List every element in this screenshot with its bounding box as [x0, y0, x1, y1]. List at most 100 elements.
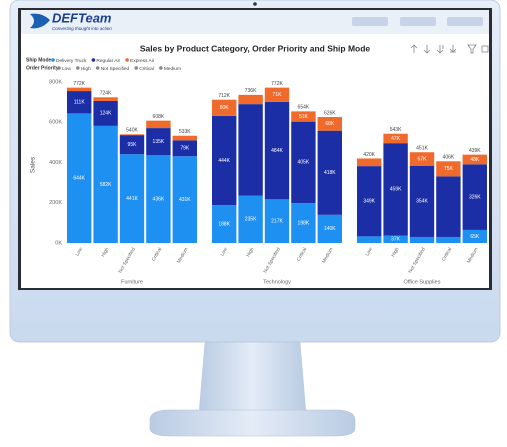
bar-total-label: 543K	[390, 127, 402, 133]
bar-value-label: 37K	[391, 237, 401, 243]
bar-segment	[238, 195, 263, 243]
chart-title: Sales by Product Category, Order Priorit…	[140, 43, 371, 53]
bar-total-label: 712K	[218, 93, 230, 99]
legend-marker	[91, 58, 96, 62]
y-axis-label: Sales	[30, 156, 37, 173]
bar-value-label: 484K	[271, 148, 283, 154]
bar-segment	[291, 121, 316, 204]
bar-segment	[462, 154, 487, 165]
priority-legend-label: Low	[62, 66, 71, 72]
bar-segment	[93, 97, 118, 101]
bar-segment	[146, 120, 171, 129]
bar-segment	[436, 236, 461, 243]
bar-value-label: 349K	[363, 199, 375, 205]
bar-value-label: 95K	[128, 142, 138, 148]
bar-segment	[172, 156, 197, 243]
bar-segment	[436, 176, 461, 237]
visual-toolbar	[410, 44, 489, 54]
bar-segment	[383, 235, 408, 243]
camera	[253, 2, 257, 6]
x-tick-label: High	[245, 246, 255, 258]
drill-down-icon[interactable]	[423, 45, 431, 54]
priority-legend-title: Order Priority	[26, 65, 59, 71]
bar-segment	[172, 135, 197, 141]
bar-segment	[357, 158, 382, 167]
priority-legend-marker	[134, 66, 139, 70]
y-tick-label: 800K	[49, 79, 62, 85]
bar-segment	[67, 87, 92, 92]
bar-segment	[291, 111, 316, 122]
priority-legend-marker	[76, 66, 80, 70]
bar-segment	[462, 229, 487, 243]
bar-segment	[264, 87, 290, 102]
bar-value-label: 51K	[299, 114, 309, 120]
bar-value-label: 444K	[218, 158, 230, 164]
bar-segment	[238, 94, 263, 105]
bar-segment	[67, 91, 92, 114]
header-button[interactable]	[447, 17, 483, 26]
priority-legend-marker	[159, 66, 163, 70]
drill-up-icon[interactable]	[410, 44, 418, 53]
group-label: Office Supplies	[404, 279, 441, 285]
y-tick-label: 200K	[49, 200, 62, 206]
priority-legend-label: Not Specified	[101, 66, 130, 72]
legend-title: Ship Mode	[26, 57, 51, 63]
x-tick-label: Low	[74, 246, 84, 257]
bar-segment	[93, 125, 118, 243]
legend-label: Delivery Truck	[56, 58, 87, 64]
bar-value-label: 188K	[218, 221, 230, 227]
bar-segment	[317, 117, 342, 131]
bar-total-label: 540K	[126, 128, 138, 134]
bar-segment	[146, 155, 171, 243]
bar-value-label: 47K	[391, 136, 401, 142]
monitor-neck	[199, 338, 306, 410]
bar-segment	[119, 135, 145, 155]
bar-value-label: 354K	[416, 199, 428, 205]
bar-segment	[93, 100, 118, 126]
expand-icon[interactable]	[436, 45, 444, 54]
bar-segment	[264, 101, 290, 200]
priority-legend-label: Medium	[164, 66, 181, 72]
filter-icon[interactable]	[467, 44, 477, 54]
logo-mark	[30, 13, 50, 29]
bar-segment	[264, 199, 290, 243]
bar-total-label: 772K	[73, 81, 85, 87]
legend-label: Regular Air	[96, 58, 120, 64]
bar-segment	[119, 154, 145, 243]
legend-marker	[125, 58, 129, 62]
focus-icon[interactable]	[481, 45, 489, 53]
x-tick-label: High	[100, 246, 110, 258]
bar-value-label: 80K	[220, 105, 230, 111]
bar-value-label: 111K	[74, 100, 86, 106]
y-tick-label: 0K	[55, 240, 62, 246]
bar-value-label: 217K	[271, 218, 283, 224]
bar-value-label: 431K	[179, 197, 191, 203]
bar-segment	[436, 161, 461, 177]
header-button[interactable]	[400, 17, 436, 26]
priority-legend-marker	[57, 66, 61, 70]
bar-value-label: 441K	[126, 196, 138, 202]
bar-total-label: 533K	[179, 129, 191, 135]
bar-segment	[383, 133, 408, 144]
bar-value-label: 65K	[470, 234, 480, 240]
header-button[interactable]	[352, 17, 388, 26]
bar-total-label: 608K	[153, 114, 165, 120]
bar-total-label: 654K	[298, 105, 310, 111]
bar-segment	[409, 236, 435, 243]
bar-segment	[238, 104, 263, 196]
priority-legend-label: Critical	[139, 66, 154, 72]
bar-segment	[67, 113, 92, 244]
bar-value-label: 135K	[153, 139, 165, 145]
bar-segment	[317, 130, 342, 215]
bar-segment	[212, 115, 237, 206]
hierarchy-icon[interactable]	[449, 45, 457, 53]
bar-value-label: 326K	[469, 194, 481, 200]
bar-total-label: 406K	[443, 155, 455, 161]
bar-value-label: 582K	[100, 182, 112, 188]
y-tick-label: 600K	[49, 120, 62, 126]
bar-segment	[462, 164, 487, 230]
bar-value-label: 644K	[73, 176, 85, 182]
bar-total-label: 736K	[245, 88, 257, 94]
bar-total-label: 420K	[363, 152, 375, 158]
bar-segment	[146, 128, 171, 156]
